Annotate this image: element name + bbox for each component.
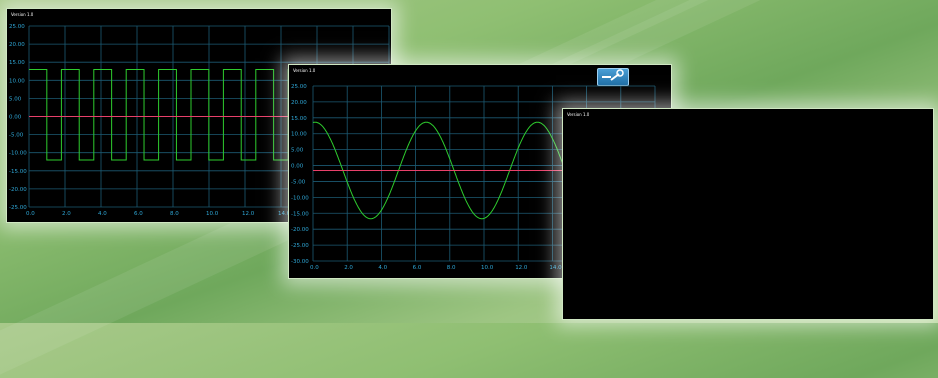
x-tick-label: 6.0	[134, 211, 143, 217]
version-label: Version 1.0	[567, 112, 590, 117]
y-tick-label: 15.00	[291, 116, 307, 122]
x-tick-label: 14.0	[278, 211, 291, 217]
y-tick-label: 0.00	[9, 115, 22, 121]
x-tick-label: 4.0	[378, 265, 387, 271]
x-tick-label: 12.0	[515, 265, 528, 271]
x-tick-label: 12.0	[242, 211, 255, 217]
y-tick-label: 25.00	[291, 84, 307, 90]
y-tick-label: 5.00	[291, 148, 304, 154]
x-tick-label: 4.0	[98, 211, 107, 217]
x-tick-label: 0.0	[26, 211, 35, 217]
y-tick-label: -20.00	[291, 227, 309, 233]
y-tick-label: -30.00	[291, 259, 309, 265]
x-tick-label: 14.0	[549, 265, 562, 271]
y-tick-label: -25.00	[9, 205, 27, 211]
y-tick-label: 15.00	[9, 60, 25, 66]
y-tick-label: 10.00	[9, 78, 25, 84]
x-tick-label: 10.0	[481, 265, 494, 271]
y-tick-label: 20.00	[291, 100, 307, 106]
y-tick-label: -20.00	[9, 187, 27, 193]
x-tick-label: 8.0	[170, 211, 179, 217]
oscilloscope-panel-3: Version 1.0	[562, 108, 934, 320]
y-tick-label: 10.00	[291, 132, 307, 138]
y-tick-label: -5.00	[9, 133, 24, 139]
y-tick-label: -10.00	[291, 195, 309, 201]
x-tick-label: 8.0	[447, 265, 456, 271]
y-tick-label: 5.00	[9, 96, 22, 102]
y-tick-label: 25.00	[9, 24, 25, 30]
y-tick-label: -5.00	[291, 179, 306, 185]
version-label: Version 1.0	[293, 68, 316, 73]
x-tick-label: 2.0	[344, 265, 353, 271]
wrench-tool-icon[interactable]: 20.0015.0010.005.000.00-5.002.93.94.95.9…	[597, 68, 629, 86]
x-tick-label: 10.0	[206, 211, 219, 217]
version-label: Version 1.0	[11, 12, 34, 17]
y-tick-label: -15.00	[9, 169, 27, 175]
x-tick-label: 0.0	[310, 265, 319, 271]
y-tick-label: -10.00	[9, 151, 27, 157]
x-tick-label: 6.0	[413, 265, 422, 271]
y-tick-label: -25.00	[291, 243, 309, 249]
x-tick-label: 2.0	[62, 211, 71, 217]
y-tick-label: -15.00	[291, 211, 309, 217]
sine-wave-chart	[563, 109, 933, 319]
y-tick-label: 0.00	[291, 164, 304, 170]
y-tick-label: 20.00	[9, 42, 25, 48]
